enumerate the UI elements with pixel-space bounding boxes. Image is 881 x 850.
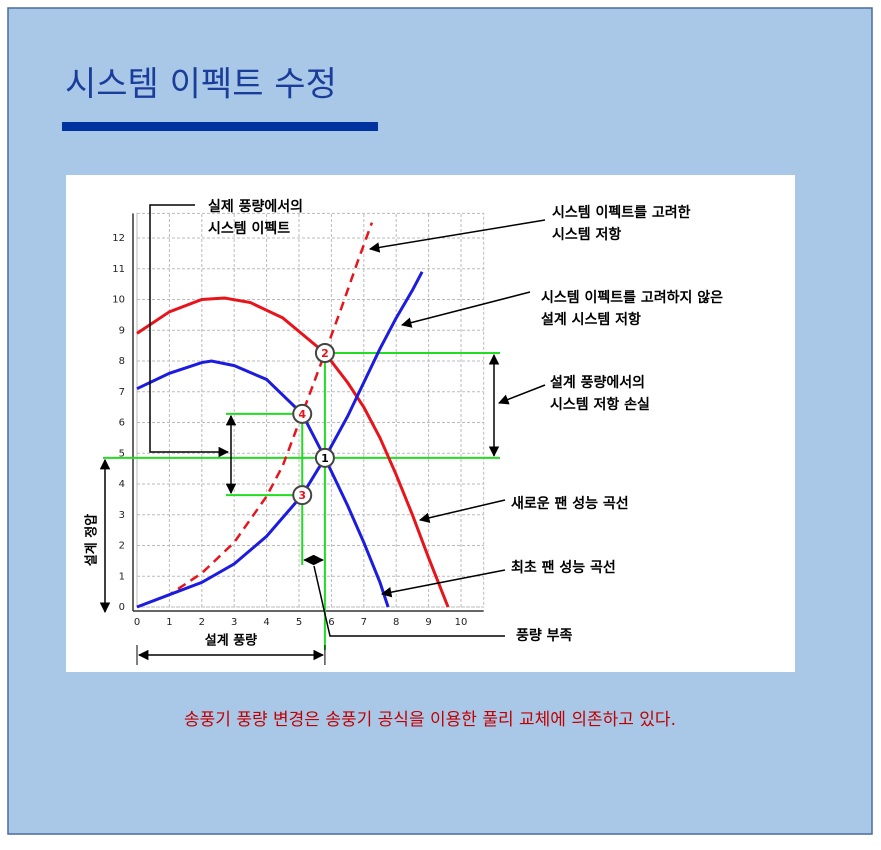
y-tick-label: 1 xyxy=(119,571,125,582)
annotation: 설계 시스템 저항 xyxy=(541,311,641,328)
x-tick-label: 9 xyxy=(425,617,431,628)
annotation-arrow xyxy=(498,384,546,405)
point-label: 3 xyxy=(298,489,306,502)
y-tick-label: 4 xyxy=(119,479,125,490)
x-tick-label: 3 xyxy=(231,617,237,628)
annotation: 시스템 이펙트 xyxy=(208,220,290,237)
point-marker xyxy=(314,343,335,364)
y-tick-label: 11 xyxy=(112,264,125,275)
curve xyxy=(136,359,390,608)
y-tick-label: 0 xyxy=(119,602,125,613)
annotation: 새로운 팬 성능 곡선 xyxy=(511,496,629,512)
caption: 송풍기 풍량 변경은 송풍기 공식을 이용한 풀리 교체에 의존하고 있다. xyxy=(184,710,676,730)
title-underline xyxy=(62,122,378,131)
annotation-line xyxy=(313,565,505,637)
annotation: 최초 팬 성능 곡선 xyxy=(511,560,616,576)
x-tick-label: 4 xyxy=(263,617,269,628)
annotation: 시스템 저항 손실 xyxy=(550,396,650,413)
x-tick-label: 7 xyxy=(361,617,367,628)
curve xyxy=(136,222,374,609)
annotation-arrow xyxy=(368,219,546,253)
point-label: 1 xyxy=(321,452,329,465)
annotation-arrow xyxy=(418,499,506,523)
y-tick-label: 10 xyxy=(112,295,125,306)
y-tick-label: 2 xyxy=(119,541,125,552)
x-axis-label: 설계 풍량 xyxy=(205,634,257,649)
slide-title: 시스템 이펙트 수정 xyxy=(65,65,337,105)
y-axis-label: 설계 정압 xyxy=(84,514,100,566)
y-tick-label: 5 xyxy=(119,448,125,459)
point-marker xyxy=(292,403,313,424)
y-tick-label: 9 xyxy=(119,325,125,336)
annotation: 시스템 이펙트를 고려한 xyxy=(552,204,691,221)
point-marker xyxy=(292,485,313,506)
y-tick-label: 3 xyxy=(119,510,125,521)
x-tick-label: 6 xyxy=(328,617,334,628)
point-label: 4 xyxy=(298,408,306,421)
point-marker xyxy=(314,447,335,468)
point-label: 2 xyxy=(321,347,329,360)
y-tick-label: 7 xyxy=(119,387,125,398)
y-tick-label: 6 xyxy=(119,418,125,429)
y-tick-label: 8 xyxy=(119,356,125,367)
annotation: 설계 풍량에서의 xyxy=(550,374,645,391)
x-tick-label: 2 xyxy=(199,617,205,628)
x-tick-label: 0 xyxy=(134,617,140,628)
x-tick-label: 8 xyxy=(393,617,399,628)
x-tick-label: 10 xyxy=(455,617,468,628)
annotation-arrow xyxy=(149,204,230,458)
annotation: 시스템 이펙트를 고려하지 않은 xyxy=(541,289,723,306)
chart-panel xyxy=(66,175,795,672)
annotation: 시스템 저항 xyxy=(552,226,621,243)
y-tick-label: 12 xyxy=(112,233,125,244)
curve xyxy=(136,296,450,608)
x-tick-label: 1 xyxy=(166,617,172,628)
annotation-arrow xyxy=(380,569,506,598)
x-tick-label: 5 xyxy=(296,617,302,628)
annotation-arrow xyxy=(400,291,531,328)
annotation: 풍량 부족 xyxy=(516,628,573,644)
annotation: 실제 풍량에서의 xyxy=(208,198,303,215)
